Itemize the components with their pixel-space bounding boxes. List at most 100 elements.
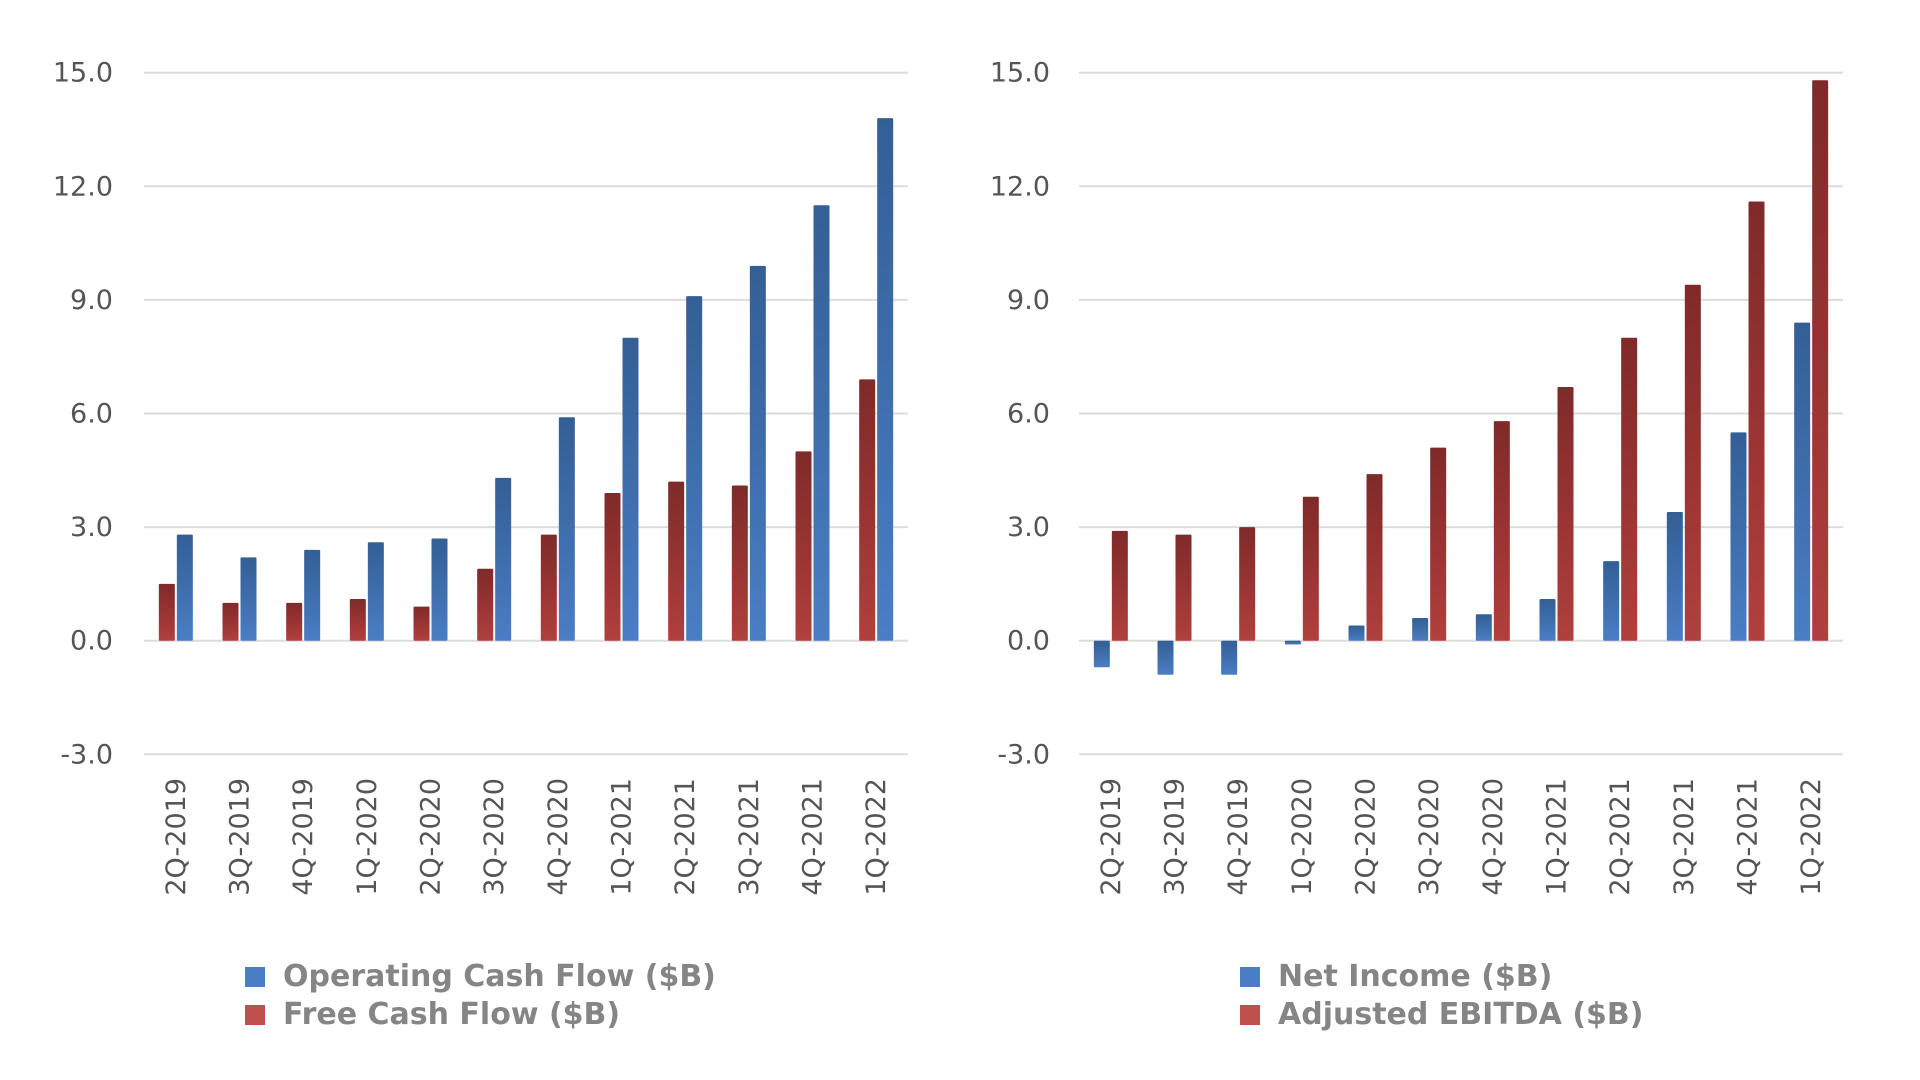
y-tick-label: 9.0 [70,285,113,316]
x-tick-label: 4Q-2020 [543,778,574,896]
bar-adjusted-ebitda-b [1684,284,1701,641]
x-tick-label: 1Q-2020 [1287,778,1318,896]
x-tick-label: 3Q-2020 [479,778,510,896]
bar-operating-cash-flow-b [240,557,257,641]
bar-free-cash-flow-b [349,599,366,641]
bar-net-income-b [1603,561,1620,641]
legend-swatch-red [1240,1005,1260,1025]
bar-net-income-b [1539,599,1556,641]
bar-free-cash-flow-b [540,534,557,641]
bar-adjusted-ebitda-b [1111,530,1128,641]
bar-adjusted-ebitda-b [1621,337,1638,641]
x-tick-label: 3Q-2019 [225,778,256,896]
bar-adjusted-ebitda-b [1557,386,1574,641]
x-tick-label: 1Q-2020 [352,778,383,896]
bar-adjusted-ebitda-b [1175,534,1192,641]
legend-label: Adjusted EBITDA ($B) [1278,997,1644,1032]
x-tick-label: 4Q-2021 [798,778,829,896]
y-tick-label: 15.0 [53,58,113,89]
bar-free-cash-flow-b [477,568,494,641]
income-ebitda-legend: Net Income ($B) Adjusted EBITDA ($B) [1240,958,1644,1034]
cash-flow-chart: 15.0 12.0 9.0 6.0 3.0 0.0 -3.0 2Q-2019 3Q-2019 4Q… [53,58,908,896]
bar-operating-cash-flow-b [749,265,766,641]
legend-label: Net Income ($B) [1278,959,1553,994]
legend-item-free-cash-flow: Free Cash Flow ($B) [245,996,716,1034]
x-tick-label: 1Q-2022 [1796,778,1827,896]
x-tick-label: 2Q-2020 [1351,778,1382,896]
bar-operating-cash-flow-b [367,542,384,641]
bar-net-income-b [1730,432,1747,641]
bar-operating-cash-flow-b [304,549,321,641]
legend-swatch-blue [245,967,265,987]
bar-free-cash-flow-b [604,493,621,641]
income-ebitda-chart: 15.0 12.0 9.0 6.0 3.0 0.0 -3.0 2Q-2019 3Q-2019 4Q… [990,58,1843,896]
x-tick-label: 1Q-2022 [861,778,892,896]
x-tick-label: 4Q-2020 [1478,778,1509,896]
bar-adjusted-ebitda-b [1748,201,1765,641]
bar-operating-cash-flow-b [877,118,894,641]
y-tick-label: -3.0 [997,739,1050,770]
bar-free-cash-flow-b [668,481,685,641]
bar-operating-cash-flow-b [622,337,639,641]
x-tick-label: 1Q-2021 [1542,778,1573,896]
x-tick-label: 2Q-2021 [670,778,701,896]
x-tick-label: 2Q-2020 [416,778,447,896]
x-tick-label: 4Q-2021 [1733,778,1764,896]
legend-label: Free Cash Flow ($B) [283,997,621,1032]
legend-item-adjusted-ebitda: Adjusted EBITDA ($B) [1240,996,1644,1034]
bar-free-cash-flow-b [158,583,175,641]
bar-net-income-b [1348,625,1365,641]
x-tick-label: 2Q-2019 [1096,778,1127,896]
x-tick-label: 4Q-2019 [288,778,319,896]
legend-label: Operating Cash Flow ($B) [283,959,716,994]
y-tick-label: 6.0 [70,399,113,430]
bar-free-cash-flow-b [795,451,812,641]
bar-adjusted-ebitda-b [1239,527,1256,641]
bar-net-income-b [1221,640,1238,675]
x-tick-label: 3Q-2019 [1160,778,1191,896]
x-tick-label: 3Q-2021 [734,778,765,896]
bar-operating-cash-flow-b [686,296,703,641]
bar-free-cash-flow-b [859,379,876,641]
bar-free-cash-flow-b [286,602,303,641]
bar-free-cash-flow-b [731,485,748,641]
bar-adjusted-ebitda-b [1302,496,1319,641]
legend-swatch-red [245,1005,265,1025]
x-tick-label: 3Q-2021 [1669,778,1700,896]
x-tick-label: 3Q-2020 [1414,778,1445,896]
bar-adjusted-ebitda-b [1812,80,1829,641]
bar-operating-cash-flow-b [431,538,448,641]
bar-operating-cash-flow-b [558,417,575,641]
bar-net-income-b [1794,322,1811,641]
bar-net-income-b [1284,640,1301,645]
bar-operating-cash-flow-b [813,205,830,641]
cash-flow-legend: Operating Cash Flow ($B) Free Cash Flow … [245,958,716,1034]
bar-adjusted-ebitda-b [1493,421,1510,641]
x-tick-label: 2Q-2021 [1605,778,1636,896]
y-tick-label: 3.0 [70,512,113,543]
legend-item-operating-cash-flow: Operating Cash Flow ($B) [245,958,716,996]
bar-net-income-b [1412,617,1429,641]
bar-free-cash-flow-b [222,602,239,641]
y-tick-label: 12.0 [990,171,1050,202]
y-tick-label: 12.0 [53,171,113,202]
legend-swatch-blue [1240,967,1260,987]
x-tick-label: 4Q-2019 [1223,778,1254,896]
y-tick-label: 0.0 [1007,626,1050,657]
y-tick-label: 0.0 [70,626,113,657]
bar-net-income-b [1157,640,1174,675]
legend-item-net-income: Net Income ($B) [1240,958,1644,996]
x-tick-label: 1Q-2021 [607,778,638,896]
y-tick-label: 9.0 [1007,285,1050,316]
bar-net-income-b [1093,640,1110,668]
bar-net-income-b [1475,614,1492,641]
y-tick-label: -3.0 [60,739,113,770]
bar-free-cash-flow-b [413,606,430,641]
y-tick-label: 3.0 [1007,512,1050,543]
x-tick-label: 2Q-2019 [161,778,192,896]
bar-operating-cash-flow-b [495,477,512,641]
bar-adjusted-ebitda-b [1430,447,1447,641]
bar-adjusted-ebitda-b [1366,474,1383,641]
y-tick-label: 6.0 [1007,399,1050,430]
